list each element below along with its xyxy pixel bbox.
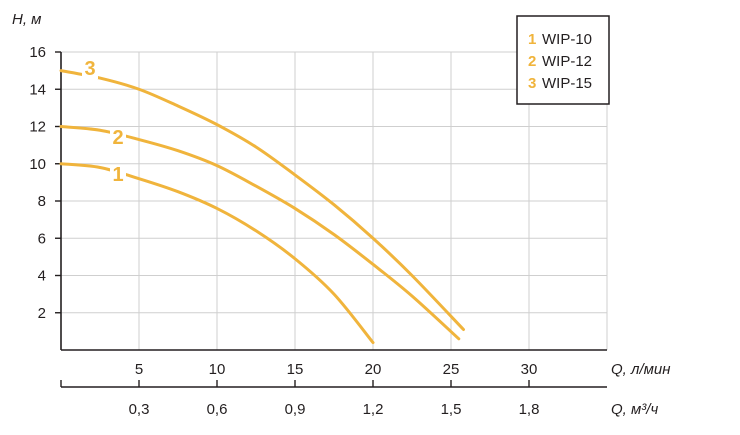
- y-tick-label: 2: [38, 305, 46, 322]
- x-tick-label: 30: [521, 361, 538, 378]
- x-tick-label: 25: [443, 361, 460, 378]
- curves: [59, 69, 465, 345]
- curve-labels: 1 2 3: [82, 58, 126, 186]
- x-tick-label: 5: [135, 361, 143, 378]
- legend-box: [516, 15, 610, 105]
- x2-tick-label: 0,3: [129, 401, 150, 418]
- legend-number: 3: [528, 75, 536, 92]
- curve-3: [59, 69, 465, 332]
- x2-tick-label: 1,2: [363, 401, 384, 418]
- x2-tick-label: 1,8: [519, 401, 540, 418]
- x-tick-label: 10: [209, 361, 226, 378]
- y-tick-label: 12: [29, 119, 46, 136]
- curve-label-bg: [82, 59, 98, 79]
- x2-tick-label: 1,5: [441, 401, 462, 418]
- legend-entry-label: WIP-12: [542, 53, 592, 70]
- y-tick-label: 4: [38, 268, 46, 285]
- x2-axis-title: Q, м³/ч: [611, 401, 658, 418]
- x-tick-label: 15: [287, 361, 304, 378]
- curve-label-1: 1: [112, 164, 123, 186]
- legend-entry-label: WIP-10: [542, 31, 592, 48]
- legend: 1 WIP-10 2 WIP-12 3 WIP-15: [516, 15, 610, 105]
- legend-number: 2: [528, 53, 536, 70]
- y-axis-title: H, м: [12, 11, 41, 28]
- curve-label-bg: [110, 128, 126, 148]
- y-tick-label: 14: [29, 81, 46, 98]
- x2-tick-label: 0,9: [285, 401, 306, 418]
- curve-label-3: 3: [84, 58, 95, 80]
- y-tick-label: 16: [29, 44, 46, 61]
- y-tick-label: 10: [29, 156, 46, 173]
- y-tick-label: 8: [38, 193, 46, 210]
- legend-entry-label: WIP-15: [542, 75, 592, 92]
- curve-label-bg: [110, 165, 126, 185]
- x-tick-label: 20: [365, 361, 382, 378]
- grid-lines: [61, 51, 608, 350]
- curve-label-2: 2: [112, 127, 123, 149]
- x-axis-title: Q, л/мин: [611, 361, 671, 378]
- y-tick-label: 6: [38, 230, 46, 247]
- legend-number: 1: [528, 31, 536, 48]
- x2-tick-label: 0,6: [207, 401, 228, 418]
- curve-2: [59, 125, 461, 341]
